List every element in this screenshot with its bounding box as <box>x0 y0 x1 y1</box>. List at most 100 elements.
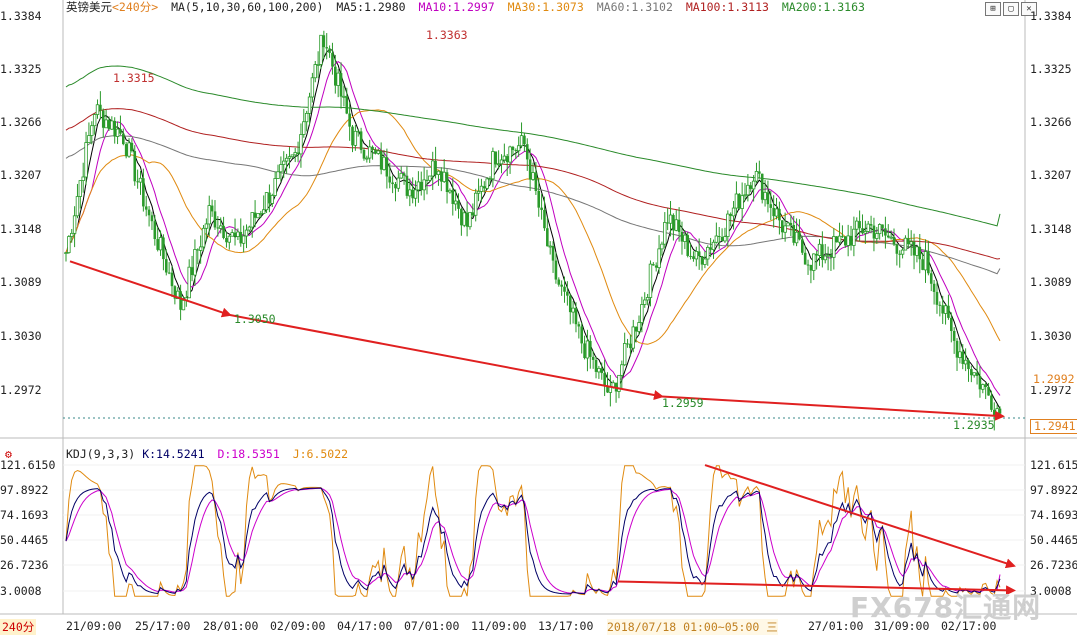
candle-body <box>648 263 653 298</box>
candle-body <box>709 247 712 250</box>
candle-body <box>798 232 801 240</box>
candle-body <box>821 244 824 260</box>
close-icon[interactable]: ✕ <box>1021 2 1037 16</box>
candle-body <box>476 191 481 194</box>
candle-body <box>78 180 83 197</box>
kdj-header: KDJ(9,3,3) K:14.5241 D:18.5351 J:6.5022 <box>66 447 354 461</box>
candle-body <box>677 219 681 232</box>
kdj-trend-lower <box>617 580 1016 596</box>
candle-body <box>751 180 756 190</box>
candle-body <box>382 156 386 171</box>
price-tick-left: 1.3207 <box>0 168 42 182</box>
candle-body <box>935 291 939 305</box>
candle-body <box>92 114 97 127</box>
candle-body <box>672 215 675 231</box>
candle-body <box>411 189 414 199</box>
candle-body <box>861 228 864 234</box>
candle-body <box>711 241 716 251</box>
candle-body <box>147 209 151 216</box>
candle-body <box>261 209 266 214</box>
candle-body <box>213 211 217 228</box>
candle-body <box>863 231 868 234</box>
candle-body <box>296 152 300 154</box>
symbol-label: 英镑美元 <box>66 0 112 14</box>
candle-body <box>207 205 211 225</box>
candle-body <box>855 220 859 230</box>
candle-body <box>138 177 143 183</box>
candle-body <box>371 146 374 150</box>
price-tick: 1.3207 <box>1030 168 1072 182</box>
candle-body <box>918 246 922 260</box>
candle-body <box>970 369 973 376</box>
candle-body <box>302 121 306 135</box>
candle-body <box>680 231 684 242</box>
candle-body <box>353 130 358 146</box>
candle-body <box>663 222 667 245</box>
candle-body <box>367 146 372 159</box>
candle-body <box>256 213 260 219</box>
candle-body <box>359 131 363 150</box>
price-tick: 1.3325 <box>1030 62 1072 76</box>
candle-body <box>760 173 764 200</box>
candle-body <box>339 73 343 97</box>
price-tick: 1.3089 <box>1030 275 1072 289</box>
grid <box>0 0 1077 615</box>
high-label-1: 1.3315 <box>113 71 155 85</box>
candle-body <box>471 212 475 216</box>
period-button[interactable]: 240分 <box>0 619 37 635</box>
settings-icon[interactable]: ⊞ <box>985 2 1001 16</box>
candle-body <box>952 330 956 341</box>
kdj-tick-left: 50.4465 <box>0 533 49 547</box>
candle-body <box>666 222 669 224</box>
kdj-tick-left: 26.7236 <box>0 558 49 572</box>
time-tick: 07/01:00 <box>404 619 460 633</box>
candle-body <box>322 35 326 48</box>
candle-body <box>568 295 572 313</box>
candle-body <box>941 305 944 314</box>
candle-body <box>849 235 853 246</box>
kdj-settings-icon[interactable]: ⚙ <box>5 447 12 461</box>
candle-body <box>133 151 137 182</box>
candle-body <box>531 172 535 180</box>
ma60-line <box>65 135 1001 275</box>
candle-body <box>87 135 91 143</box>
candle-body <box>72 215 77 234</box>
candle-body <box>895 244 899 254</box>
candle-body <box>508 146 512 163</box>
time-tick: 31/09:00 <box>874 619 930 633</box>
trend-line-1 <box>69 260 232 318</box>
time-tick: 27/01:00 <box>808 619 864 633</box>
candle-body <box>482 186 486 189</box>
candle-body <box>921 259 924 270</box>
kdj-k-value: K:14.5241 <box>142 447 205 461</box>
candle-body <box>714 235 719 243</box>
candle-body <box>645 297 650 301</box>
candle-body <box>832 236 836 258</box>
candle-body <box>841 236 844 238</box>
candle-body <box>402 173 406 176</box>
candle-body <box>388 176 392 183</box>
candle-body <box>144 206 148 210</box>
candle-body <box>783 225 787 233</box>
candle-body <box>961 351 965 364</box>
candle-body <box>998 408 1002 414</box>
candle-body <box>307 96 312 114</box>
candle-body <box>600 368 604 374</box>
candle-body <box>502 155 507 161</box>
candle-body <box>319 34 323 65</box>
candle-body <box>754 171 759 182</box>
restore-icon[interactable]: ▢ <box>1003 2 1019 16</box>
ma-params: MA(5,10,30,60,100,200) <box>171 0 324 14</box>
candle-body <box>872 225 876 239</box>
candle-body <box>571 307 575 313</box>
candle-body <box>720 236 724 241</box>
candle-body <box>119 129 122 134</box>
candle-body <box>809 264 813 271</box>
candle-body <box>683 234 687 242</box>
candle-body <box>491 151 495 180</box>
candle-body <box>440 171 443 182</box>
time-tick: 21/09:00 <box>66 619 122 633</box>
candle-body <box>749 185 753 189</box>
candle-body <box>130 142 134 152</box>
candle-body <box>365 157 369 160</box>
